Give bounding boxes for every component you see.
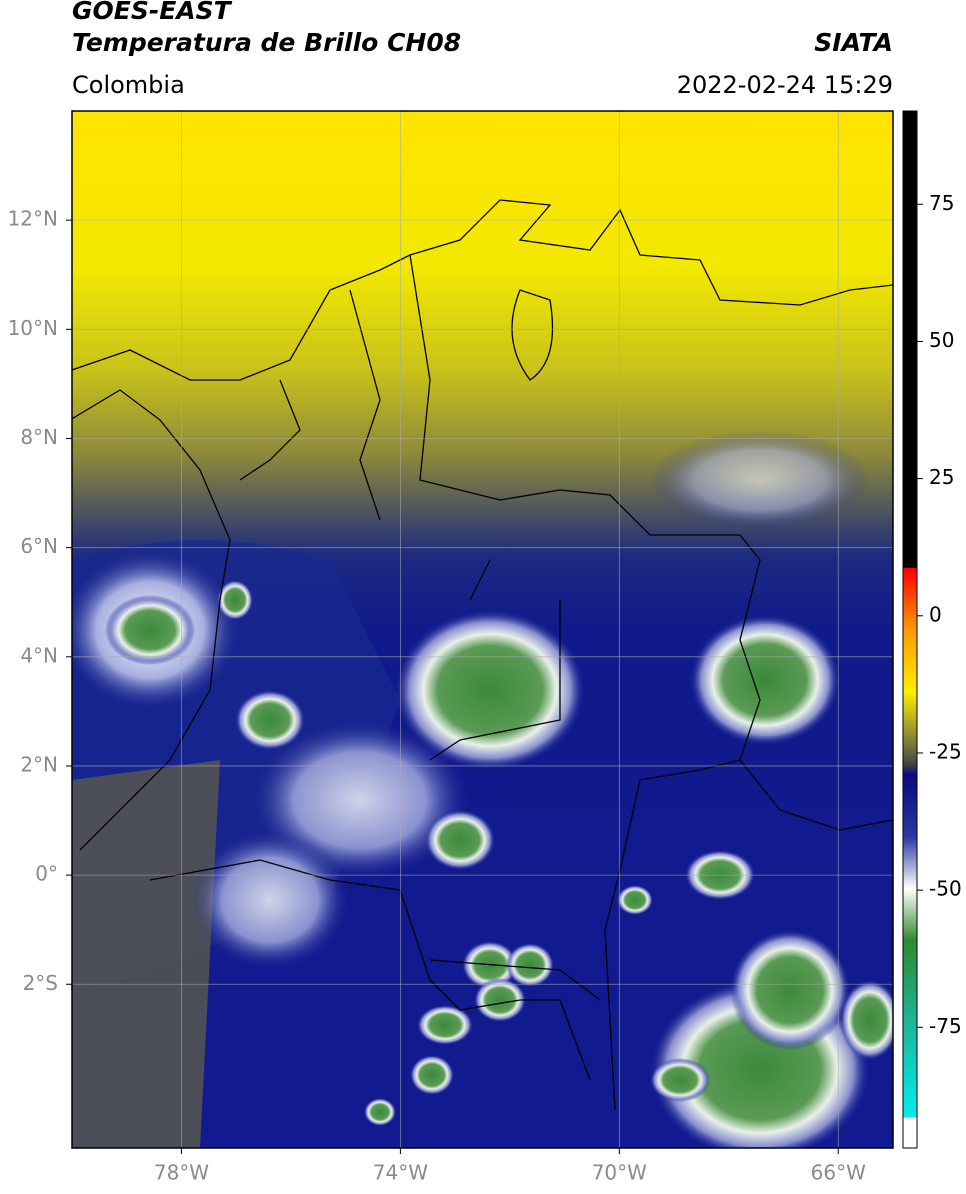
colorbar-tick-label: 25 [929,465,954,489]
map-frame [71,110,894,1149]
colorbar-tick-label: 75 [929,191,954,215]
y-tick-label: 10°N [8,316,58,340]
source: SIATA [814,28,893,57]
x-tick-label: 70°W [592,1161,647,1185]
colorbar-tick-label: -50 [929,877,962,901]
timestamp: 2022-02-24 15:29 [677,71,893,99]
grid [72,111,893,1148]
title: Temperatura de Brillo CH08 [72,28,461,57]
colorbar-tick-label: 0 [929,602,942,626]
satellite-image [72,111,893,1148]
x-tick-label: 66°W [811,1161,866,1185]
y-tick-label: 6°N [20,534,58,558]
y-tick-label: 2°S [23,971,58,995]
colorbar-tick-label: 50 [929,328,954,352]
colorbar [902,110,918,1149]
y-tick-label: 4°N [20,643,58,667]
y-tick-label: 0° [35,862,58,886]
y-tick-label: 12°N [8,207,58,231]
x-tick-label: 74°W [373,1161,428,1185]
y-tick-label: 8°N [20,425,58,449]
colorbar-tick-label: -75 [929,1014,962,1038]
region: Colombia [72,71,185,99]
title: GOES-EAST [72,0,233,25]
colorbar-tick-label: -25 [929,739,962,763]
y-tick-label: 2°N [20,752,58,776]
x-tick-label: 78°W [154,1161,209,1185]
